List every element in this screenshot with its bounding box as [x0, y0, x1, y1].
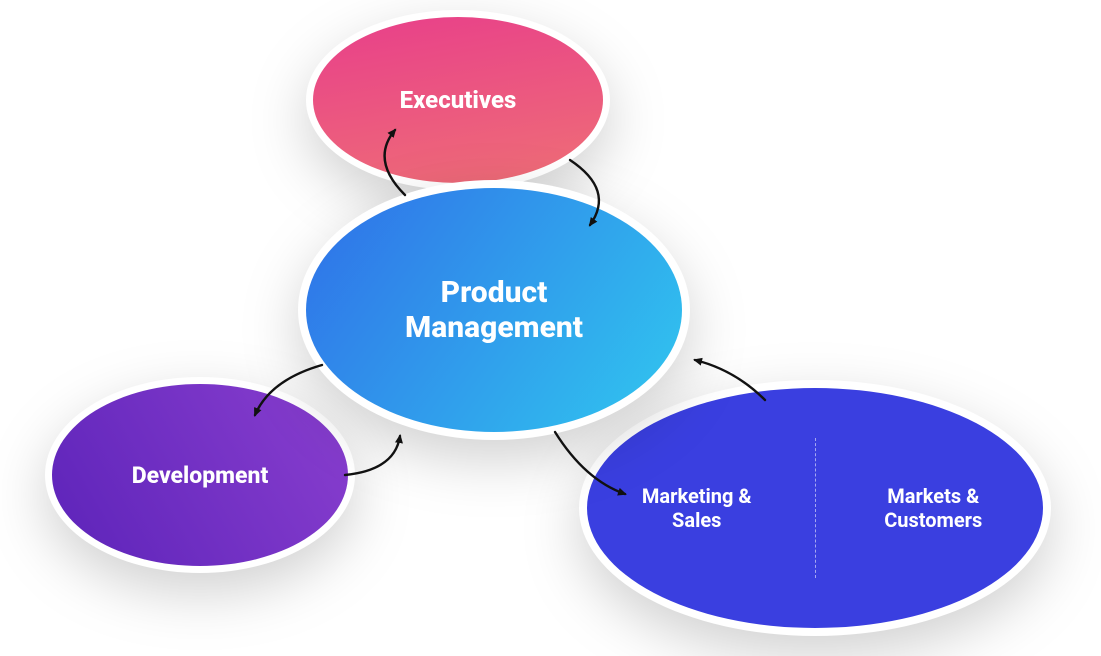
node-product-management: Product Management — [298, 180, 690, 440]
diagram-canvas: Executives Development Marketing & Sales… — [0, 0, 1101, 656]
node-development-label: Development — [132, 462, 269, 489]
node-marketing-markets: Marketing & Sales Markets & Customers — [579, 380, 1051, 636]
node-product-management-label: Product Management — [405, 275, 583, 345]
node-executives-label: Executives — [400, 86, 517, 114]
node-marketing-sales-label: Marketing & Sales — [642, 484, 752, 532]
node-development: Development — [45, 377, 355, 573]
node-executives: Executives — [306, 10, 610, 190]
node-markets-customers-label: Markets & Customers — [884, 484, 982, 532]
node-divider — [815, 438, 816, 579]
